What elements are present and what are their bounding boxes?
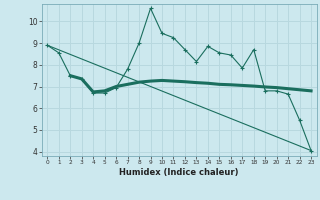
X-axis label: Humidex (Indice chaleur): Humidex (Indice chaleur)	[119, 168, 239, 177]
